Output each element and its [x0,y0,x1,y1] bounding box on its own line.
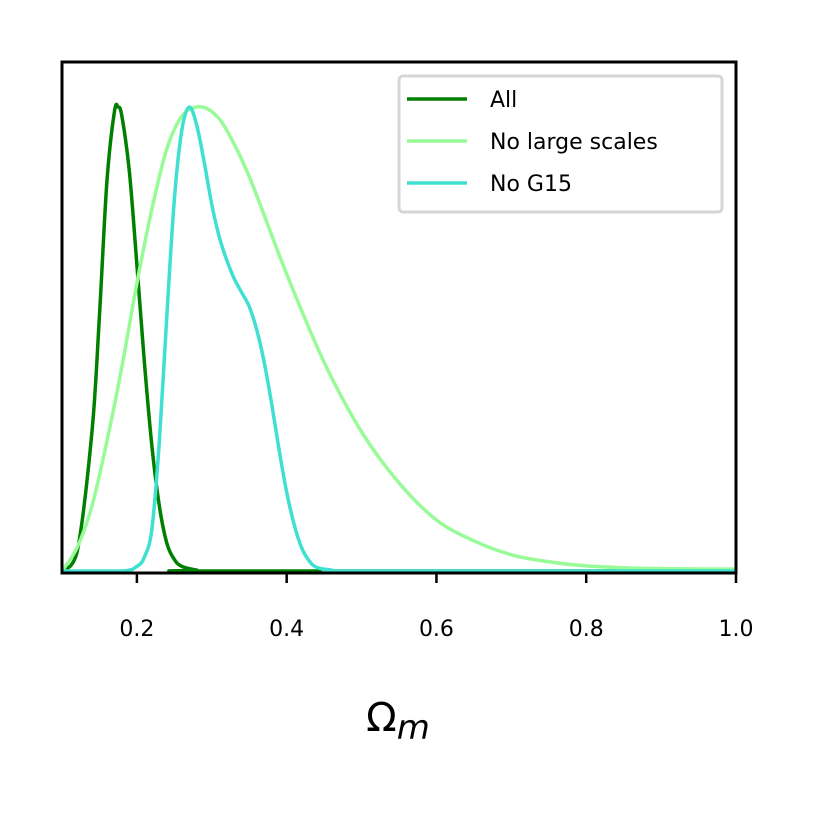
legend-label-1: No large scales [490,130,658,155]
plot-frame [60,60,738,575]
legend-label-0: All [490,88,517,113]
x-tick-label: 0.2 [119,617,154,642]
series-line-0 [60,102,736,573]
x-axis-ticks: 0.2 0.4 0.6 0.8 1.0 [119,573,754,642]
x-tick-label: 0.8 [569,617,604,642]
series-line-1 [60,105,737,572]
x-axis-label-main: Ω [366,695,397,741]
legend-label-2: No G15 [490,172,572,197]
legend-items: All No large scales No G15 [407,88,658,197]
x-tick-label: 0.6 [419,617,454,642]
legend-box [397,74,724,214]
series-layer [60,102,737,573]
x-tick-label: 0.4 [269,617,304,642]
series-line-2 [61,105,736,573]
x-tick-label: 1.0 [719,617,754,642]
legend: All No large scales No G15 [397,74,724,214]
x-axis-label-subscript: m [397,708,430,748]
x-axis-label: Ωm [366,695,430,748]
